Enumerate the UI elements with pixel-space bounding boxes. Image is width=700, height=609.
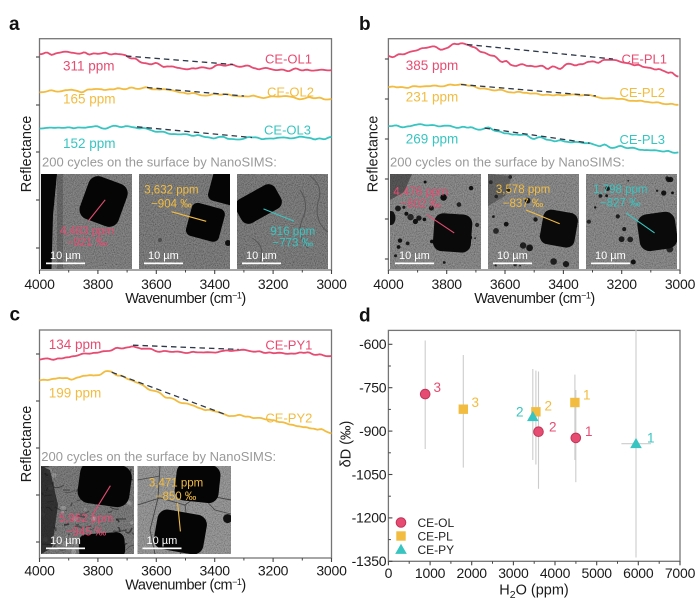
svg-text:3800: 3800 xyxy=(83,563,114,579)
svg-text:CE-PL: CE-PL xyxy=(418,530,454,544)
svg-text:152 ppm: 152 ppm xyxy=(63,136,116,151)
svg-text:−802 ‰: −802 ‰ xyxy=(400,198,441,210)
svg-text:Reflectance: Reflectance xyxy=(19,406,35,483)
svg-text:10 µm: 10 µm xyxy=(147,535,178,547)
svg-text:−945 ‰: −945 ‰ xyxy=(66,527,107,539)
svg-text:CE-OL2: CE-OL2 xyxy=(267,85,314,100)
svg-text:4,483 ppm: 4,483 ppm xyxy=(60,226,114,238)
svg-text:200 cycles on the surface by N: 200 cycles on the surface by NanoSIMS: xyxy=(41,449,276,464)
svg-text:c: c xyxy=(10,305,21,326)
svg-text:3200: 3200 xyxy=(607,276,638,292)
svg-text:−773 ‰: −773 ‰ xyxy=(272,237,313,249)
svg-text:-1200: -1200 xyxy=(352,510,387,526)
svg-text:3200: 3200 xyxy=(258,563,289,579)
svg-text:3000: 3000 xyxy=(316,563,347,579)
svg-text:3400: 3400 xyxy=(200,276,231,292)
svg-text:3: 3 xyxy=(434,380,442,395)
svg-text:10 µm: 10 µm xyxy=(497,250,528,262)
svg-text:−850 ‰: −850 ‰ xyxy=(156,491,197,503)
svg-text:3600: 3600 xyxy=(490,276,521,292)
svg-text:1000: 1000 xyxy=(415,565,446,581)
svg-text:1: 1 xyxy=(585,424,593,439)
svg-text:2: 2 xyxy=(549,420,557,435)
svg-text:a: a xyxy=(9,14,20,35)
svg-text:CE-OL1: CE-OL1 xyxy=(265,52,312,67)
svg-text:3600: 3600 xyxy=(141,563,172,579)
svg-text:Wavenumber (cm−1): Wavenumber (cm−1) xyxy=(474,291,595,308)
svg-text:165 ppm: 165 ppm xyxy=(63,92,116,107)
svg-text:10 µm: 10 µm xyxy=(246,250,277,262)
svg-text:1,798 ppm: 1,798 ppm xyxy=(593,184,647,196)
svg-text:231 ppm: 231 ppm xyxy=(406,90,459,105)
svg-text:3000: 3000 xyxy=(498,565,529,581)
svg-text:5000: 5000 xyxy=(582,565,613,581)
svg-text:CE-OL: CE-OL xyxy=(418,516,455,530)
svg-text:3,471 ppm: 3,471 ppm xyxy=(149,477,203,489)
svg-text:2: 2 xyxy=(545,399,553,414)
svg-text:−837 ‰: −837 ‰ xyxy=(503,198,544,210)
svg-text:5,962 ppm: 5,962 ppm xyxy=(59,513,113,525)
svg-text:b: b xyxy=(359,14,371,35)
svg-text:2000: 2000 xyxy=(457,565,488,581)
svg-text:CE-PY2: CE-PY2 xyxy=(265,411,312,426)
svg-text:10 µm: 10 µm xyxy=(399,250,430,262)
svg-text:3: 3 xyxy=(472,395,480,410)
svg-text:4,476 ppm: 4,476 ppm xyxy=(393,186,447,198)
svg-text:3,632 ppm: 3,632 ppm xyxy=(144,185,198,197)
svg-text:0: 0 xyxy=(385,565,393,581)
svg-text:3000: 3000 xyxy=(665,276,696,292)
svg-text:Wavenumber (cm−1): Wavenumber (cm−1) xyxy=(125,577,246,594)
svg-text:3600: 3600 xyxy=(141,276,172,292)
svg-text:2: 2 xyxy=(516,405,524,420)
svg-text:-1350: -1350 xyxy=(352,553,387,569)
svg-text:-600: -600 xyxy=(359,336,387,352)
svg-text:-900: -900 xyxy=(359,423,387,439)
svg-text:4000: 4000 xyxy=(24,563,55,579)
svg-text:1: 1 xyxy=(647,431,655,446)
svg-text:7000: 7000 xyxy=(665,565,696,581)
svg-text:Reflectance: Reflectance xyxy=(19,116,35,193)
svg-text:3400: 3400 xyxy=(200,563,231,579)
svg-text:385 ppm: 385 ppm xyxy=(406,58,459,73)
svg-text:CE-PY: CE-PY xyxy=(418,543,455,557)
svg-text:CE-PL1: CE-PL1 xyxy=(621,52,667,67)
svg-text:-1050: -1050 xyxy=(352,466,387,482)
svg-text:1: 1 xyxy=(583,388,591,403)
svg-text:CE-OL3: CE-OL3 xyxy=(264,123,311,138)
svg-text:3400: 3400 xyxy=(548,276,579,292)
svg-text:6000: 6000 xyxy=(623,565,654,581)
svg-text:H2O (ppm): H2O (ppm) xyxy=(499,583,569,602)
svg-text:δD (‰): δD (‰) xyxy=(339,421,355,468)
svg-text:10 µm: 10 µm xyxy=(148,250,179,262)
svg-text:d: d xyxy=(359,306,371,327)
svg-text:200 cycles on the surface by N: 200 cycles on the surface by NanoSIMS: xyxy=(42,155,277,170)
svg-text:916 ppm: 916 ppm xyxy=(270,226,315,238)
svg-text:10 µm: 10 µm xyxy=(50,535,81,547)
svg-text:4000: 4000 xyxy=(540,565,571,581)
svg-text:200 cycles on the surface by N: 200 cycles on the surface by NanoSIMS: xyxy=(390,155,625,170)
svg-text:-750: -750 xyxy=(359,380,387,396)
svg-text:3000: 3000 xyxy=(316,276,347,292)
svg-text:Wavenumber (cm−1): Wavenumber (cm−1) xyxy=(125,291,246,308)
svg-text:3800: 3800 xyxy=(83,276,114,292)
svg-text:CE-PL3: CE-PL3 xyxy=(619,132,665,147)
svg-text:10 µm: 10 µm xyxy=(50,250,81,262)
svg-text:4000: 4000 xyxy=(24,276,55,292)
svg-text:−827 ‰: −827 ‰ xyxy=(600,198,641,210)
svg-text:3800: 3800 xyxy=(432,276,463,292)
svg-text:3200: 3200 xyxy=(258,276,289,292)
svg-text:3,578 ppm: 3,578 ppm xyxy=(496,184,550,196)
svg-text:134 ppm: 134 ppm xyxy=(49,337,102,352)
svg-text:269 ppm: 269 ppm xyxy=(406,132,459,147)
svg-text:Reflectance: Reflectance xyxy=(366,116,382,193)
svg-text:CE-PL2: CE-PL2 xyxy=(619,85,665,100)
svg-text:−904 ‰: −904 ‰ xyxy=(151,199,192,211)
svg-text:199 ppm: 199 ppm xyxy=(49,386,102,401)
svg-text:CE-PY1: CE-PY1 xyxy=(265,338,312,353)
svg-text:4000: 4000 xyxy=(373,276,404,292)
svg-text:311 ppm: 311 ppm xyxy=(63,59,115,74)
svg-text:−921 ‰: −921 ‰ xyxy=(67,237,108,249)
svg-text:10 µm: 10 µm xyxy=(595,250,626,262)
